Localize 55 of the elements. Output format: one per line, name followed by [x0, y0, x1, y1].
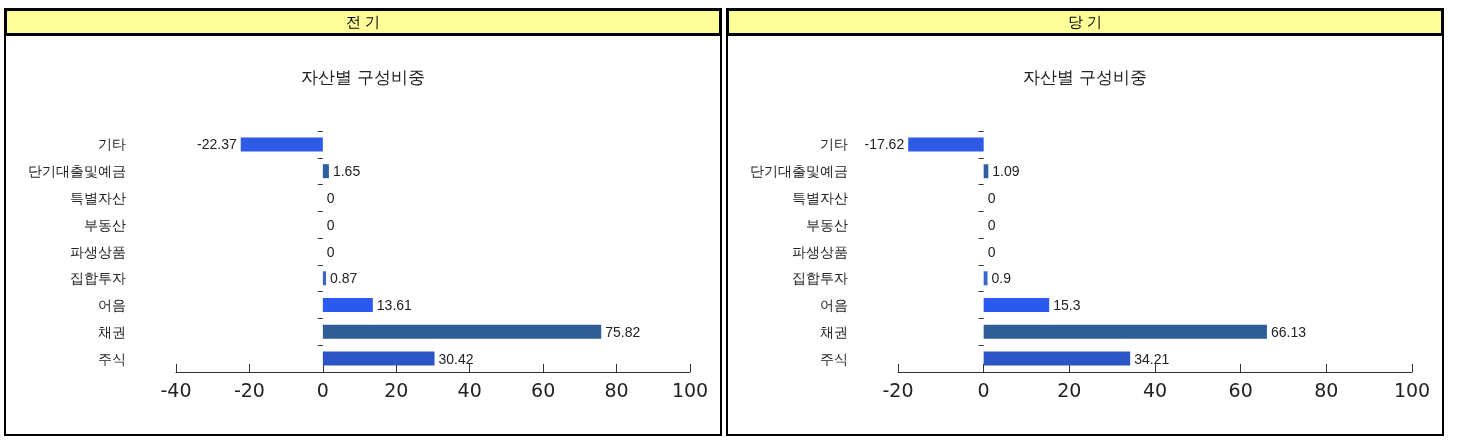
data-label: 66.13: [1270, 323, 1307, 340]
y-tick-label: 특별자산: [70, 189, 126, 206]
x-tick-label: 80: [1314, 378, 1339, 401]
data-label: 0: [987, 243, 996, 260]
data-label: 0: [987, 216, 996, 233]
y-tick-label: 단기대출및예금: [28, 163, 126, 180]
y-tick-label: 주식: [820, 350, 848, 367]
y-tick-label: 특별자산: [792, 189, 848, 206]
y-tick-label: 채권: [820, 323, 848, 340]
x-tick-label: 100: [671, 378, 709, 401]
data-label: -22.37: [197, 136, 237, 153]
data-label: 0.87: [330, 270, 358, 287]
chart-title: 전 기: [4, 8, 722, 36]
data-label: 0: [326, 189, 335, 206]
x-tick-label: 60: [531, 378, 556, 401]
y-tick-label: 파생상품: [792, 243, 848, 260]
x-tick-label: 40: [1142, 378, 1168, 401]
chart-subtitle: 자산별 구성비중: [301, 68, 425, 87]
y-tick-label: 어음: [98, 297, 126, 314]
x-tick-label: 20: [384, 378, 409, 401]
y-tick-label: 주식: [98, 350, 126, 367]
data-label: 15.3: [1053, 297, 1081, 314]
data-label: 0: [987, 189, 996, 206]
x-tick-label: -20: [882, 378, 914, 401]
y-tick-label: 부동산: [806, 216, 848, 233]
x-tick-label: 20: [1057, 378, 1082, 401]
data-label: 0.9: [991, 270, 1012, 287]
data-label: 13.61: [376, 297, 413, 314]
chart-subtitle: 자산별 구성비중: [1023, 68, 1147, 87]
x-tick-label: 80: [604, 378, 629, 401]
x-tick-label: -40: [160, 378, 192, 401]
y-tick-label: 채권: [98, 323, 126, 340]
x-tick-label: 0: [316, 378, 329, 401]
data-label: 0: [326, 243, 335, 260]
y-tick-label: 파생상품: [70, 243, 126, 260]
data-label: 1.65: [332, 163, 361, 180]
x-tick-label: 0: [977, 378, 990, 401]
data-label: 30.42: [438, 350, 474, 367]
data-label: 0: [326, 216, 335, 233]
y-tick-label: 기타: [98, 136, 126, 153]
data-label: 75.82: [605, 323, 641, 340]
y-tick-label: 어음: [820, 297, 848, 314]
x-tick-label: 40: [457, 378, 482, 401]
data-label: 34.21: [1134, 350, 1170, 367]
x-tick-label: 100: [1393, 378, 1431, 401]
y-tick-label: 집합투자: [792, 270, 848, 287]
y-tick-label: 집합투자: [70, 270, 126, 287]
y-tick-label: 부동산: [84, 216, 126, 233]
x-tick-label: -20: [233, 378, 265, 401]
data-label: -17.62: [864, 136, 905, 153]
y-tick-label: 기타: [820, 136, 848, 153]
chart-title: 당 기: [726, 8, 1444, 36]
x-tick-label: 60: [1228, 378, 1253, 401]
y-tick-label: 단기대출및예금: [750, 163, 848, 180]
data-label: 1.09: [992, 163, 1020, 180]
